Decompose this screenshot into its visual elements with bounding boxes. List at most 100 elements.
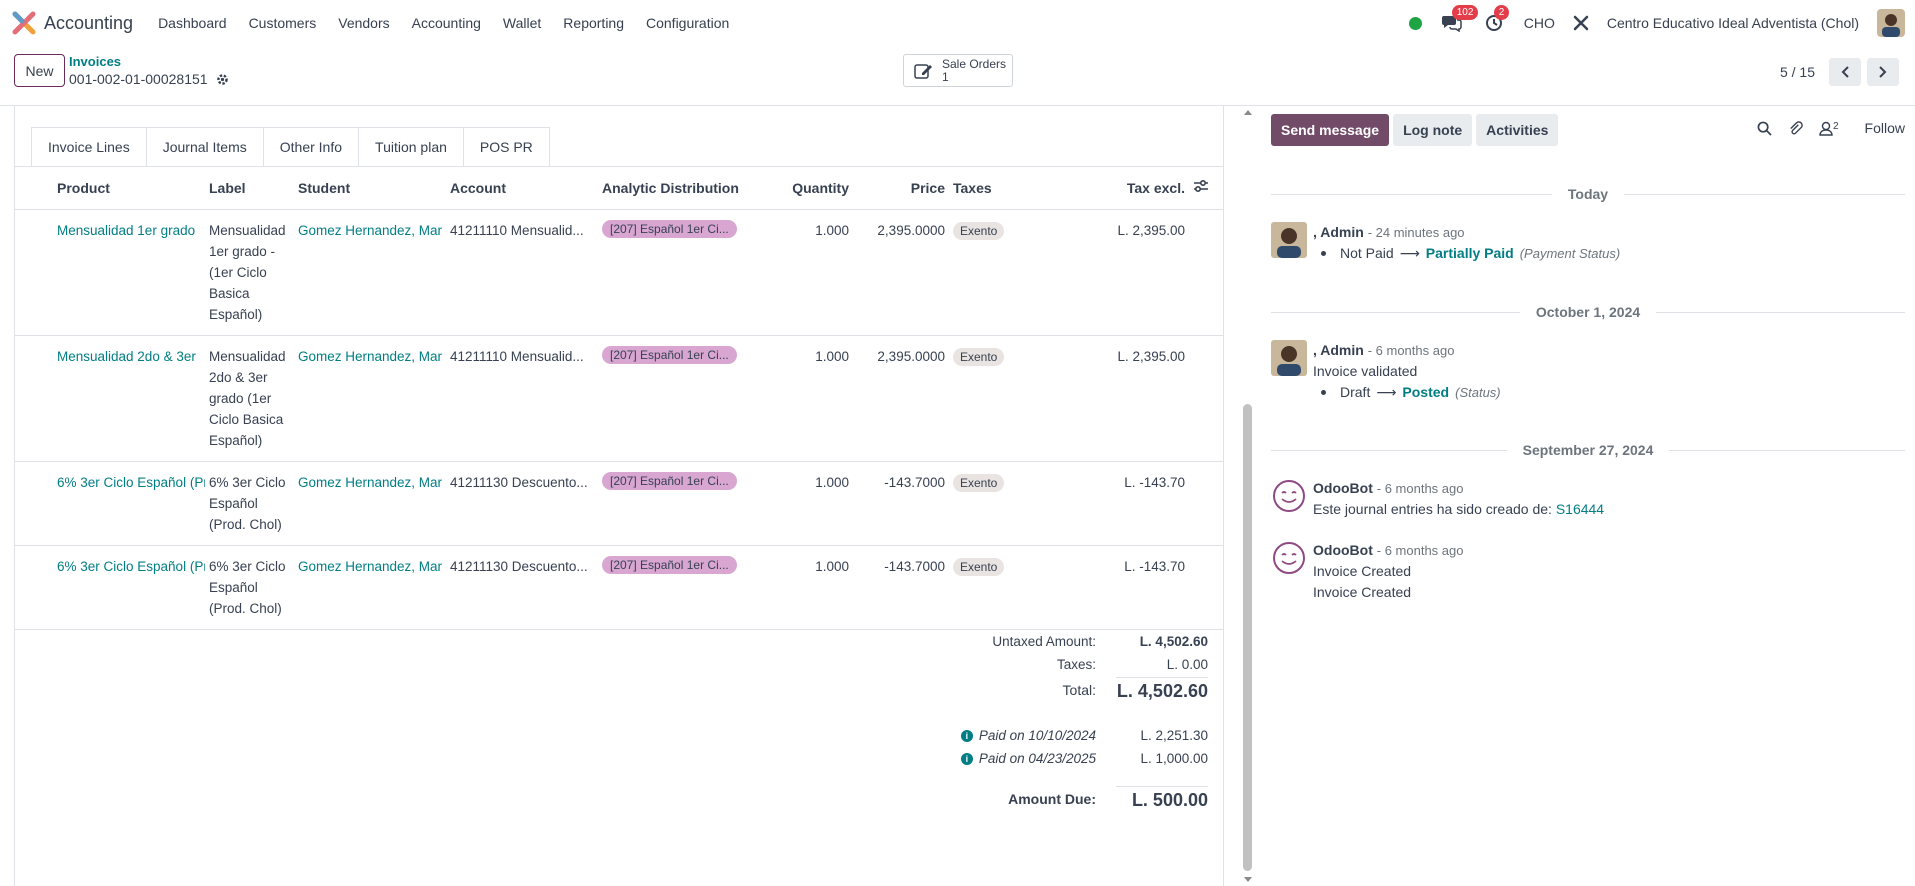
- info-icon[interactable]: i: [960, 752, 973, 765]
- cell-student[interactable]: Gomez Hernandez, Mar: [294, 335, 446, 462]
- tab-other-info[interactable]: Other Info: [263, 127, 360, 167]
- header-tax-excl[interactable]: Tax excl.: [1039, 167, 1189, 210]
- menu-configuration[interactable]: Configuration: [646, 15, 730, 31]
- send-message-button[interactable]: Send message: [1271, 114, 1390, 146]
- chatter-message[interactable]: OdooBot - 6 months ago Este journal entr…: [1271, 478, 1901, 520]
- cell-price[interactable]: 2,395.0000: [853, 335, 949, 462]
- cell-quantity[interactable]: 1.000: [768, 209, 853, 336]
- cell-student[interactable]: Gomez Hernandez, Mar: [294, 545, 446, 630]
- form-scrollbar[interactable]: [1243, 106, 1253, 886]
- optional-columns-toggle[interactable]: [1189, 167, 1224, 210]
- cell-analytic[interactable]: [207] Español 1er Ci...: [598, 461, 768, 546]
- gear-icon[interactable]: [216, 73, 229, 86]
- table-row[interactable]: Mensualidad 2do & 3er Mensualidad 2do & …: [15, 335, 1224, 462]
- user-avatar[interactable]: [1877, 9, 1905, 37]
- header-student[interactable]: Student: [294, 167, 446, 210]
- tab-tuition-plan[interactable]: Tuition plan: [359, 127, 464, 167]
- cell-label[interactable]: Mensualidad 2do & 3er grado (1er Ciclo B…: [205, 335, 294, 462]
- tab-pos-pr[interactable]: POS PR: [463, 127, 550, 167]
- activities-button[interactable]: 2: [1482, 5, 1510, 35]
- table-row[interactable]: 6% 3er Ciclo Español (Pr 6% 3er Ciclo Es…: [15, 545, 1224, 630]
- followers-button[interactable]: 2: [1819, 121, 1839, 136]
- cell-product[interactable]: Mensualidad 1er grado: [53, 209, 205, 336]
- tab-invoice-lines[interactable]: Invoice Lines: [31, 127, 147, 167]
- company-switcher[interactable]: Centro Educativo Ideal Adventista (Chol): [1606, 15, 1859, 31]
- table-row[interactable]: Mensualidad 1er grado Mensualidad 1er gr…: [15, 209, 1224, 336]
- company-code[interactable]: CHO: [1523, 15, 1555, 31]
- header-price[interactable]: Price: [853, 167, 949, 210]
- cell-price[interactable]: 2,395.0000: [853, 209, 949, 336]
- header-analytic[interactable]: Analytic Distribution: [598, 167, 768, 210]
- chatter-message[interactable]: OdooBot - 6 months ago Invoice Created I…: [1271, 540, 1901, 603]
- cell-quantity[interactable]: 1.000: [768, 335, 853, 462]
- scroll-down-arrow-icon[interactable]: [1243, 876, 1253, 884]
- cell-account[interactable]: 41211130 Descuento...: [446, 545, 598, 630]
- cell-product[interactable]: 6% 3er Ciclo Español (Pr: [53, 461, 205, 546]
- activities-button[interactable]: Activities: [1476, 114, 1559, 146]
- cell-analytic[interactable]: [207] Español 1er Ci...: [598, 335, 768, 462]
- author-avatar[interactable]: [1271, 340, 1307, 376]
- sale-orders-smart-button[interactable]: Sale Orders 1: [903, 54, 1013, 87]
- menu-reporting[interactable]: Reporting: [563, 15, 624, 31]
- cell-analytic[interactable]: [207] Español 1er Ci...: [598, 545, 768, 630]
- cell-account[interactable]: 41211110 Mensualid...: [446, 335, 598, 462]
- cell-quantity[interactable]: 1.000: [768, 545, 853, 630]
- follow-button[interactable]: Follow: [1864, 120, 1905, 136]
- odoobot-avatar[interactable]: [1271, 540, 1307, 576]
- menu-vendors[interactable]: Vendors: [338, 15, 390, 31]
- cell-taxes[interactable]: Exento: [949, 335, 1039, 462]
- header-quantity[interactable]: Quantity: [768, 167, 853, 210]
- cell-quantity[interactable]: 1.000: [768, 461, 853, 546]
- cell-taxes[interactable]: Exento: [949, 545, 1039, 630]
- scroll-up-arrow-icon[interactable]: [1243, 108, 1253, 116]
- menu-customers[interactable]: Customers: [248, 15, 317, 31]
- new-button[interactable]: New: [14, 54, 65, 87]
- author-avatar[interactable]: [1271, 222, 1307, 258]
- cell-student[interactable]: Gomez Hernandez, Mar: [294, 461, 446, 546]
- menu-accounting[interactable]: Accounting: [411, 15, 481, 31]
- chatter-message[interactable]: , Admin - 24 minutes ago Not Paid ⟶ Part…: [1271, 222, 1901, 264]
- odoobot-avatar[interactable]: [1271, 478, 1307, 514]
- chatter-message[interactable]: , Admin - 6 months ago Invoice validated…: [1271, 340, 1901, 403]
- cell-analytic[interactable]: [207] Español 1er Ci...: [598, 209, 768, 336]
- search-icon[interactable]: [1757, 121, 1772, 136]
- pager-next-button[interactable]: [1867, 58, 1899, 86]
- header-product[interactable]: Product: [53, 167, 205, 210]
- scrollbar-thumb[interactable]: [1243, 404, 1252, 871]
- cell-product[interactable]: 6% 3er Ciclo Español (Pr: [53, 545, 205, 630]
- messages-button[interactable]: 102: [1440, 5, 1479, 35]
- header-account[interactable]: Account: [446, 167, 598, 210]
- cell-account[interactable]: 41211130 Descuento...: [446, 461, 598, 546]
- cell-price[interactable]: -143.7000: [853, 461, 949, 546]
- table-row[interactable]: 6% 3er Ciclo Español (Pr 6% 3er Ciclo Es…: [15, 461, 1224, 546]
- cell-student[interactable]: Gomez Hernandez, Mar: [294, 209, 446, 336]
- app-name[interactable]: Accounting: [44, 12, 134, 33]
- message-author[interactable]: , Admin: [1313, 224, 1364, 240]
- pager-previous-button[interactable]: [1829, 58, 1861, 86]
- header-taxes[interactable]: Taxes: [949, 167, 1039, 210]
- message-author[interactable]: OdooBot: [1313, 542, 1373, 558]
- cell-label[interactable]: 6% 3er Ciclo Español (Prod. Chol): [205, 545, 294, 630]
- cell-label[interactable]: Mensualidad 1er grado - (1er Ciclo Basic…: [205, 209, 294, 336]
- info-icon[interactable]: i: [960, 729, 973, 742]
- menu-dashboard[interactable]: Dashboard: [158, 15, 227, 31]
- message-author[interactable]: OdooBot: [1313, 480, 1373, 496]
- cell-label[interactable]: 6% 3er Ciclo Español (Prod. Chol): [205, 461, 294, 546]
- cell-product[interactable]: Mensualidad 2do & 3er: [53, 335, 205, 462]
- pager-value[interactable]: 5 / 15: [1779, 64, 1815, 80]
- header-label[interactable]: Label: [205, 167, 294, 210]
- cell-price[interactable]: -143.7000: [853, 545, 949, 630]
- message-author[interactable]: , Admin: [1313, 342, 1364, 358]
- accounting-app-logo-icon[interactable]: [12, 11, 36, 35]
- cell-taxes[interactable]: Exento: [949, 209, 1039, 336]
- paperclip-icon[interactable]: [1788, 120, 1803, 136]
- menu-wallet[interactable]: Wallet: [502, 15, 542, 31]
- cell-account[interactable]: 41211110 Mensualid...: [446, 209, 598, 336]
- tab-journal-items[interactable]: Journal Items: [146, 127, 264, 167]
- breadcrumb-invoices[interactable]: Invoices: [69, 54, 122, 69]
- log-note-button[interactable]: Log note: [1393, 114, 1473, 146]
- sale-order-link[interactable]: S16444: [1555, 501, 1605, 517]
- tools-icon[interactable]: [1573, 15, 1589, 31]
- cell-taxes[interactable]: Exento: [949, 461, 1039, 546]
- tracked-field: (Payment Status): [1519, 246, 1621, 261]
